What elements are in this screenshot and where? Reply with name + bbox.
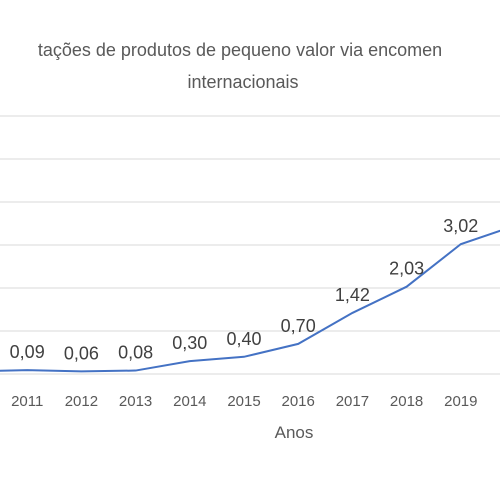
x-axis-ticks: 2011201220132014201520162017201820192 [11,393,477,410]
data-label: 0,30 [172,333,207,353]
chart-title-line-2: internacionais [187,72,298,92]
gridlines [0,115,500,375]
x-tick-label: 2015 [227,393,260,410]
x-tick-label: 2016 [282,393,315,410]
x-tick-label: 2019 [444,393,477,410]
data-label: 0,70 [281,316,316,336]
data-label: 0,40 [226,329,261,349]
x-tick-label: 2014 [173,393,206,410]
data-label: 0,08 [118,343,153,363]
data-label: 2,03 [389,259,424,279]
series-layer [0,229,500,373]
data-label: 0,09 [10,342,45,362]
x-tick-label: 2012 [65,393,98,410]
x-tick-label: 2018 [390,393,423,410]
data-label: 1,42 [335,285,370,305]
x-axis-title: Anos [275,423,314,442]
x-tick-label: 2011 [11,393,43,410]
data-label: 3,02 [443,216,478,236]
x-tick-label: 2013 [119,393,152,410]
chart-title-line-1: tações de produtos de pequeno valor via … [38,40,442,60]
data-labels: 0,090,060,080,300,400,701,422,033,023 [10,216,479,363]
x-tick-label: 2017 [336,393,369,410]
data-label: 0,06 [64,343,99,363]
series-line [0,229,500,373]
